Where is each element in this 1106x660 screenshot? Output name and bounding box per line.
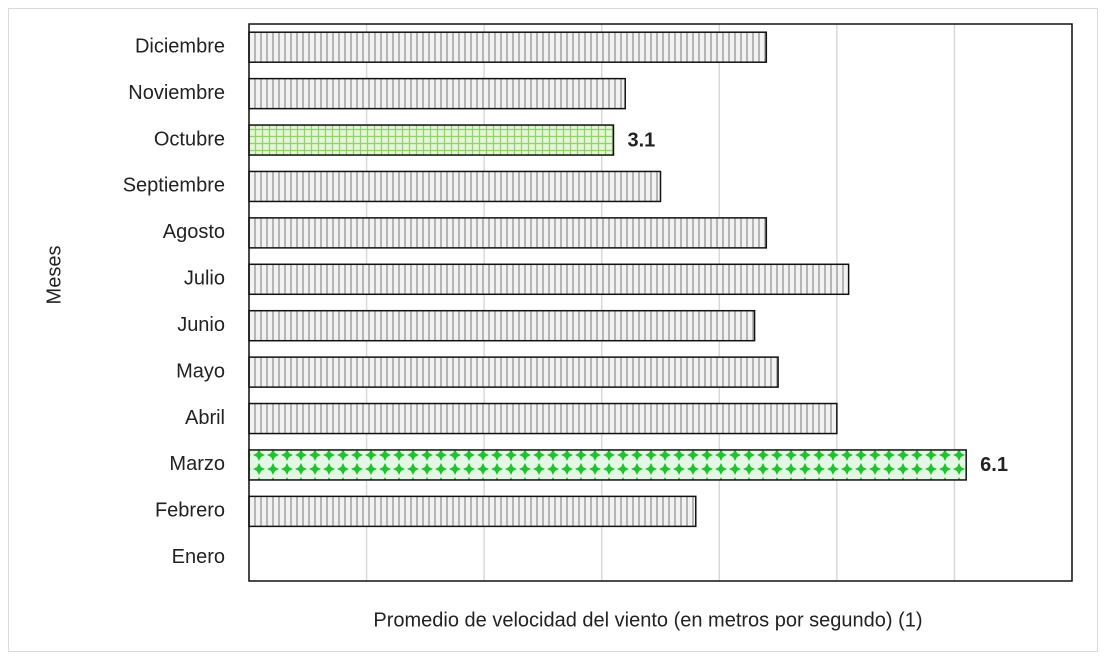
y-tick-label: Noviembre <box>128 82 225 104</box>
bar <box>248 402 838 435</box>
bar <box>248 309 756 342</box>
x-axis-title: Promedio de velocidad del viento (en met… <box>373 609 922 631</box>
bar <box>248 77 626 110</box>
bar <box>248 124 615 156</box>
bar <box>248 449 967 481</box>
data-label: 6.1 <box>980 454 1008 476</box>
y-tick-label: Febrero <box>155 500 225 522</box>
y-tick-label: Junio <box>177 314 225 336</box>
bar <box>248 495 697 528</box>
bar <box>248 356 779 388</box>
y-tick-label: Julio <box>184 268 225 290</box>
y-tick-label: Septiembre <box>123 175 225 197</box>
bar <box>248 217 768 249</box>
y-axis-title: Meses <box>43 246 65 305</box>
bar <box>248 170 662 203</box>
y-tick-label: Abril <box>185 407 225 429</box>
bar <box>248 31 768 63</box>
y-tick-label: Mayo <box>176 360 225 382</box>
y-tick-label: Octubre <box>154 128 225 150</box>
y-tick-label: Agosto <box>163 221 225 243</box>
plot-border <box>248 23 1073 582</box>
y-tick-label: Diciembre <box>135 35 225 57</box>
frame <box>8 8 1098 652</box>
y-tick-label: Enero <box>172 546 225 568</box>
data-label: 3.1 <box>627 129 655 151</box>
bar <box>248 263 850 296</box>
y-tick-label: Marzo <box>169 453 225 475</box>
